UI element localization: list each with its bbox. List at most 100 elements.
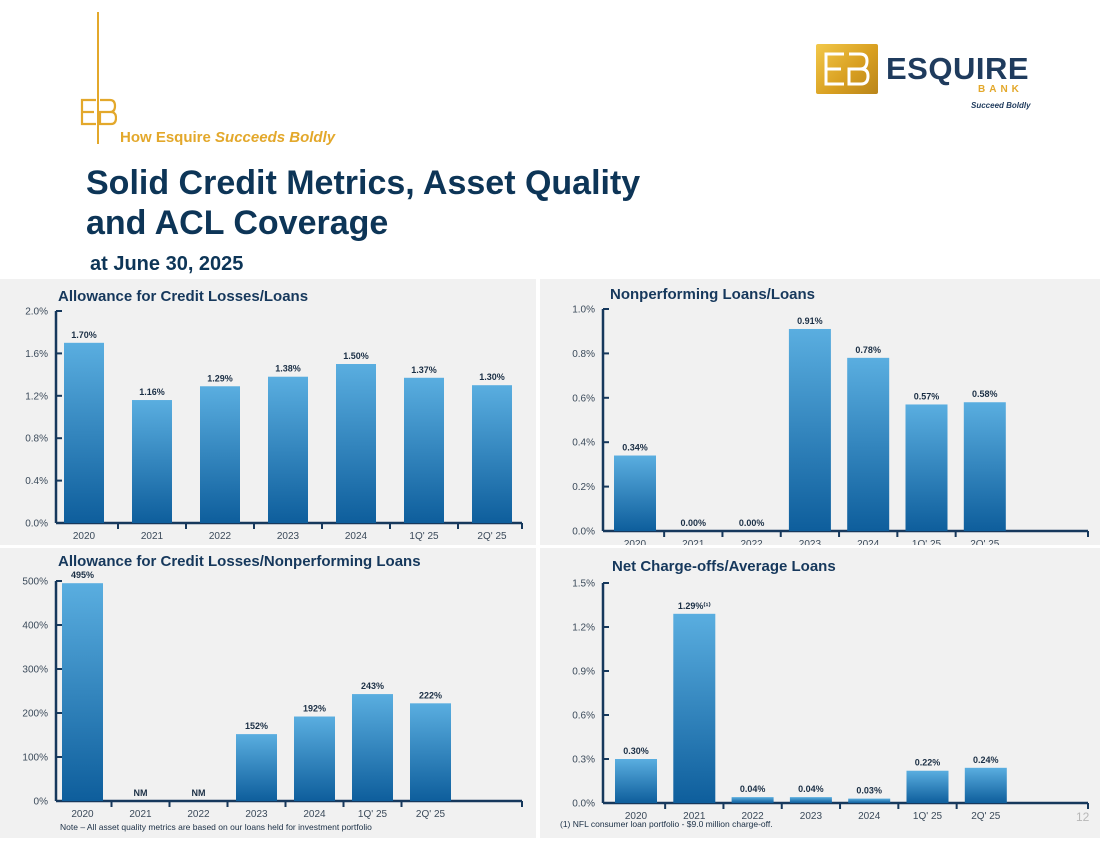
tagline-prefix: How Esquire: [120, 129, 216, 146]
x-tick-label: 2022: [209, 531, 232, 542]
acl-loans-chart: Allowance for Credit Losses/Loans 0.0% 0.4…: [25, 288, 523, 542]
bar: [731, 797, 774, 803]
y-tick-label: 1.0%: [572, 305, 595, 316]
tagline-emphasis: Succeeds Boldly: [215, 129, 336, 146]
data-label: 0.04%: [798, 784, 824, 794]
bar: [964, 767, 1007, 803]
chart-title: Net Charge-offs/Average Loans: [612, 558, 836, 575]
x-tick-label: 2Q' 25: [971, 811, 1001, 822]
x-tick-label: 2023: [800, 811, 823, 822]
x-tick-label: 2021: [683, 811, 706, 822]
x-tick-label: 2Q' 25: [477, 531, 507, 542]
bar: [963, 402, 1006, 531]
data-label: 1.50%: [343, 351, 369, 361]
x-tick-label: 2024: [345, 531, 368, 542]
x-tick-label: 2021: [682, 539, 705, 545]
gold-divider-line: [97, 12, 99, 144]
y-tick-label: 0.0%: [572, 799, 595, 810]
x-tick-label: 2021: [141, 531, 164, 542]
bar: [132, 400, 172, 523]
bar: [906, 770, 949, 803]
bar: [294, 716, 335, 801]
eb-monogram-icon: [80, 98, 117, 126]
data-label: 0.30%: [623, 746, 649, 756]
bar: [615, 759, 657, 803]
x-tick-label: 2020: [625, 811, 648, 822]
x-tick-label: 2024: [857, 539, 880, 545]
data-label: 495%: [71, 570, 94, 580]
data-label: 0.03%: [856, 786, 882, 796]
footnote-left: Note – All asset quality metrics are bas…: [60, 822, 372, 832]
x-tick-label: 1Q' 25: [409, 531, 439, 542]
y-tick-label: 0.4%: [572, 438, 595, 449]
bar: [789, 797, 832, 803]
x-tick-label: 2022: [741, 811, 764, 822]
bar: [200, 386, 240, 523]
data-label: 0.04%: [740, 784, 766, 794]
bar: [64, 342, 104, 523]
chart-panel-npl-loans: Nonperforming Loans/Loans 0.0% 0.2% 0.4% 0.6…: [540, 279, 1100, 545]
x-tick-label: 2022: [740, 539, 763, 545]
bar: [472, 385, 512, 523]
x-tick-label: 1Q' 25: [358, 809, 388, 820]
eb-logo-icon: [824, 52, 870, 86]
x-tick-label: 2Q' 25: [970, 539, 1000, 545]
x-tick-label: 2Q' 25: [416, 809, 446, 820]
data-label: 0.57%: [914, 391, 940, 401]
bar: [410, 703, 451, 801]
y-tick-label: 200%: [22, 709, 48, 720]
page-subtitle: at June 30, 2025: [90, 253, 244, 275]
x-tick-label: 2020: [71, 809, 94, 820]
bar: [352, 694, 393, 801]
bar: [336, 364, 376, 523]
x-tick-label: 2024: [303, 809, 326, 820]
data-label: 1.37%: [411, 365, 437, 375]
x-tick-label: 2023: [245, 809, 268, 820]
x-tick-label: 1Q' 25: [912, 539, 942, 545]
bar: [268, 376, 308, 523]
x-tick-label: 2024: [858, 811, 881, 822]
y-tick-label: 0.3%: [572, 755, 595, 766]
data-label: 192%: [303, 704, 326, 714]
y-tick-label: 0.6%: [572, 393, 595, 404]
y-tick-label: 1.2%: [25, 391, 48, 402]
y-tick-label: 2.0%: [25, 307, 48, 318]
y-tick-label: 1.5%: [572, 579, 595, 590]
bar: [62, 583, 103, 801]
y-tick-label: 0.4%: [25, 476, 48, 487]
data-label: 0.00%: [681, 518, 707, 528]
acl-npl-chart: Allowance for Credit Losses/Nonperformin…: [22, 553, 523, 820]
y-tick-label: 300%: [22, 665, 48, 676]
data-label: 0.58%: [972, 389, 998, 399]
page-title: Solid Credit Metrics, Asset Quality and …: [86, 163, 640, 243]
x-tick-label: 2020: [73, 531, 96, 542]
y-tick-label: 0.9%: [572, 667, 595, 678]
data-label: 1.70%: [71, 330, 97, 340]
data-label: 1.30%: [479, 372, 505, 382]
chart-panel-acl-loans: Allowance for Credit Losses/Loans 0.0% 0.4…: [0, 279, 536, 545]
logo-emblem: [816, 44, 878, 94]
y-tick-label: 1.6%: [25, 349, 48, 360]
x-tick-label: 2023: [799, 539, 822, 545]
bar: [847, 357, 890, 531]
y-tick-label: 0%: [34, 797, 49, 808]
title-line-1: Solid Credit Metrics, Asset Quality: [86, 164, 641, 202]
data-label: 0.24%: [973, 755, 999, 765]
data-label: NM: [192, 788, 206, 798]
data-label: 0.22%: [915, 758, 941, 768]
data-label: 0.91%: [797, 316, 823, 326]
data-label: 222%: [419, 690, 442, 700]
bar: [236, 734, 277, 801]
chart-panel-nco: Net Charge-offs/Average Loans 0.0% 0.3% 0.6…: [540, 548, 1100, 838]
logo-name: ESQUIRE: [886, 51, 1030, 86]
y-tick-label: 0.8%: [25, 434, 48, 445]
y-tick-label: 500%: [22, 577, 48, 588]
logo-bank: BANK: [978, 84, 1023, 95]
x-tick-label: 1Q' 25: [913, 811, 943, 822]
chart-panel-acl-npl: Allowance for Credit Losses/Nonperformin…: [0, 548, 536, 838]
data-label: 243%: [361, 681, 384, 691]
data-label: 1.29%: [207, 373, 233, 383]
title-line-2: and ACL Coverage: [86, 204, 389, 242]
y-tick-label: 1.2%: [572, 623, 595, 634]
data-label: 1.29%⁽¹⁾: [678, 601, 711, 611]
